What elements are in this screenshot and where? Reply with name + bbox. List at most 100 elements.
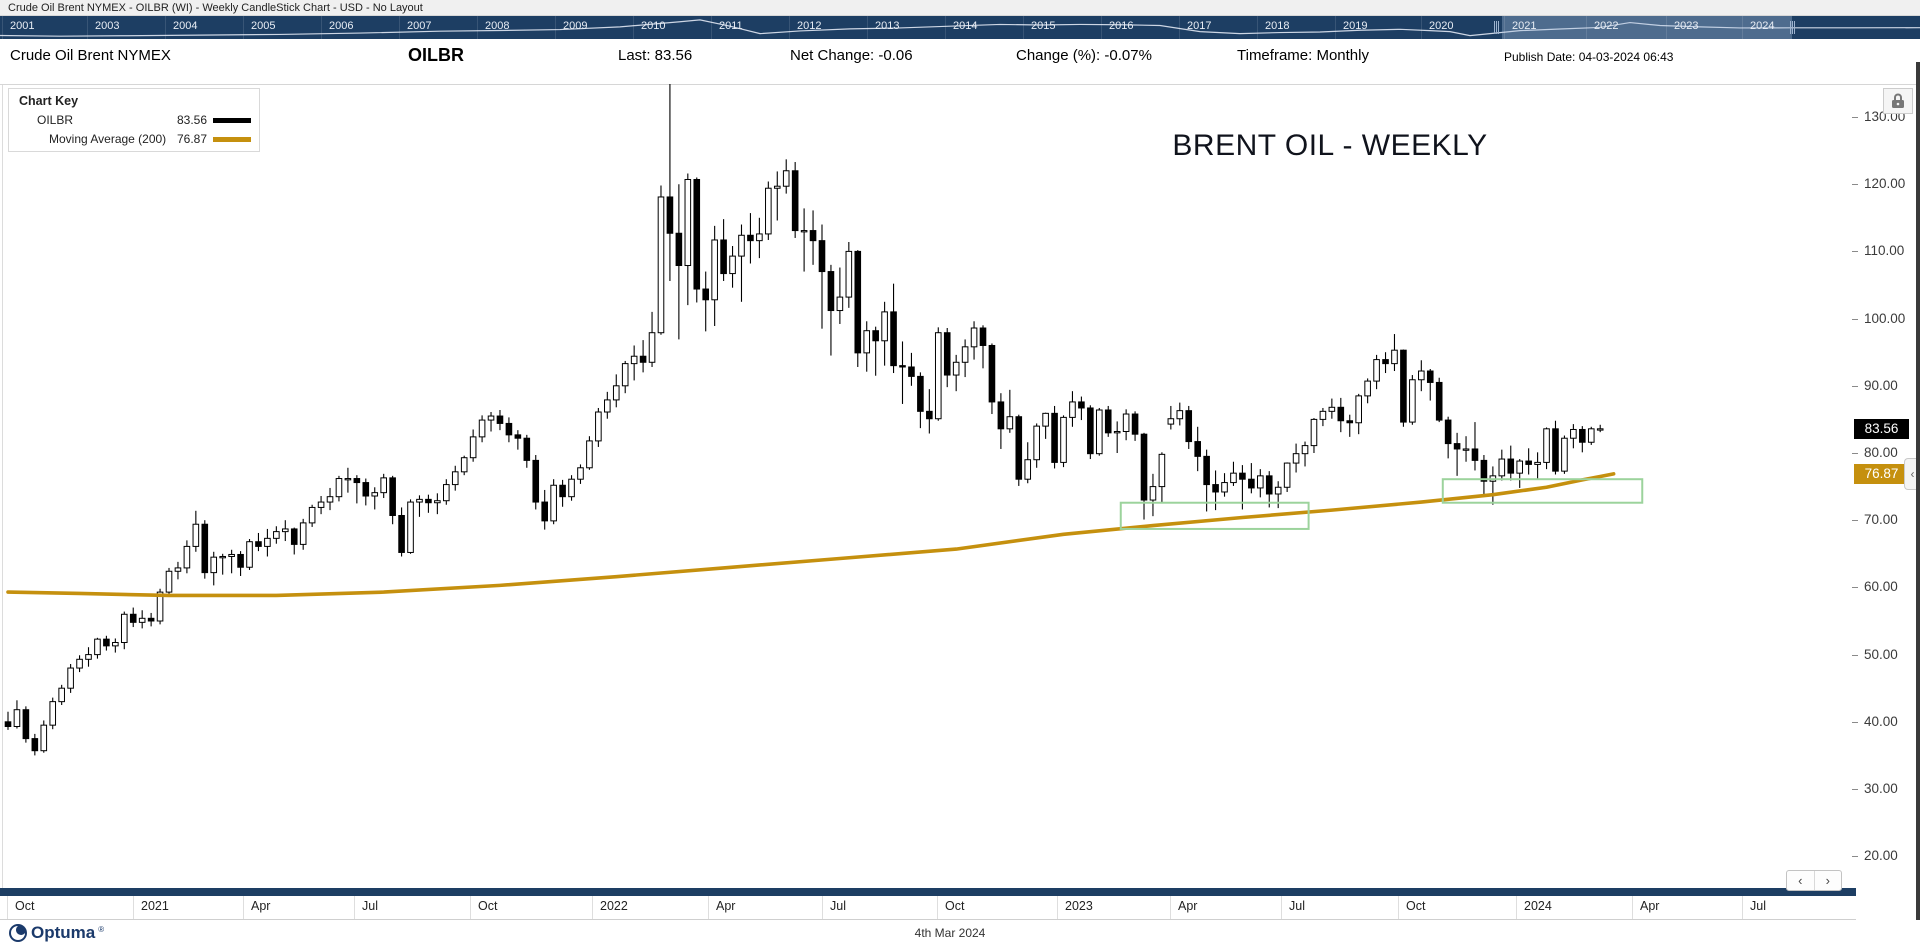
candle-body (1167, 418, 1175, 425)
x-axis-label: Jul (1289, 899, 1305, 913)
candle-body (532, 459, 540, 503)
axis-lock-button[interactable] (1883, 88, 1913, 114)
x-axis-separator (470, 896, 471, 919)
candle-body (612, 385, 620, 401)
navigator-right-handle-icon[interactable] (1790, 21, 1797, 34)
navigator-separator (1504, 16, 1505, 39)
candle-body (1069, 401, 1076, 418)
candle-body (1516, 460, 1524, 474)
candle-body (1104, 409, 1112, 434)
candle-body (1140, 433, 1148, 501)
y-axis-tick (1852, 251, 1858, 253)
navigator-year-label: 2014 (953, 20, 978, 32)
chart-key-ma-name: Moving Average (200) (49, 132, 167, 146)
candle-body (1373, 359, 1380, 382)
candle-body (711, 239, 718, 301)
candle-body (1480, 459, 1488, 482)
candle-body (1453, 443, 1461, 450)
candle-body (487, 415, 495, 421)
candle-body (523, 437, 531, 461)
navigator-separator (165, 16, 166, 39)
candle-body (1239, 472, 1246, 480)
navigator-separator (1023, 16, 1024, 39)
candle-body (684, 178, 692, 267)
chart-top-border (0, 84, 1916, 85)
y-axis-tick (1852, 385, 1858, 387)
candle-body (577, 467, 584, 480)
support-zone-box[interactable] (1441, 478, 1644, 504)
candle-body (1194, 441, 1201, 457)
candle-body (505, 422, 513, 436)
candle-body (1230, 472, 1237, 484)
scroll-left-button[interactable]: ‹ (1787, 871, 1815, 890)
chart-annotation-title: BRENT OIL - WEEKLY (1172, 129, 1488, 162)
x-axis-separator (592, 896, 593, 919)
candle-body (434, 500, 441, 504)
candle-body (496, 415, 504, 424)
candle-body (13, 709, 21, 728)
candle-body (1033, 425, 1040, 461)
candle-body (1444, 419, 1452, 445)
candle-body (1337, 406, 1345, 422)
date-range-navigator[interactable]: 2001 2003 2004 2005 2006 2007 2008 2009 2010 2011… (0, 16, 1920, 39)
candlestick-plot[interactable] (0, 84, 1855, 888)
x-axis-label: Oct (15, 899, 35, 913)
candle-body (675, 232, 683, 267)
candle-body (702, 288, 710, 301)
price-axis[interactable]: 130.00 120.00 110.00 100.00 90.00 80.00 70.00 6… (1852, 85, 1916, 888)
candle-body (4, 721, 12, 728)
y-axis-tick (1852, 856, 1858, 858)
x-axis-label: Oct (1406, 899, 1426, 913)
candle-body (586, 440, 593, 469)
optuma-logo: Optuma ® (8, 923, 104, 943)
scroll-right-button[interactable]: › (1815, 871, 1842, 890)
navigator-year-label: 2023 (1674, 20, 1699, 32)
x-axis-label: Oct (478, 899, 498, 913)
x-axis-separator (822, 896, 823, 919)
candle-body (165, 570, 173, 593)
candle-body (926, 410, 933, 420)
time-axis[interactable]: Oct 2021 Apr Jul Oct 2022 Apr Jul Oct 2023 Apr Jul O… (0, 896, 1856, 920)
navigator-year-label: 2022 (1594, 20, 1619, 32)
candle-body (1024, 459, 1032, 480)
x-axis-label: Apr (716, 899, 736, 913)
candle-body (970, 327, 978, 348)
candle-body (326, 496, 334, 503)
chevron-right-icon: › (1825, 873, 1830, 888)
navigator-selected-range[interactable] (1502, 16, 1792, 39)
x-axis-bar (0, 888, 1856, 896)
candle-body (773, 185, 781, 189)
candle-body (1346, 420, 1354, 424)
x-axis-separator (1281, 896, 1282, 919)
last-price-label: Last: 83.56 (618, 47, 693, 64)
candle-body (281, 528, 289, 533)
navigator-separator (789, 16, 790, 39)
y-axis-tick (1852, 654, 1858, 656)
moving-average-line[interactable] (6, 472, 1616, 598)
chart-key-panel: Chart Key OILBR 83.56 Moving Average (20… (8, 88, 260, 152)
x-axis-label: Jul (830, 899, 846, 913)
candle-body (1355, 395, 1362, 424)
navigator-year-label: 2003 (95, 20, 120, 32)
candle-body (800, 230, 808, 233)
y-axis-tick-label: 120.00 (1864, 176, 1906, 192)
navigator-separator (1179, 16, 1180, 39)
lock-icon (1892, 93, 1904, 108)
navigator-left-handle-icon[interactable] (1494, 21, 1501, 34)
navigator-year-label: 2015 (1031, 20, 1056, 32)
candle-body (201, 523, 209, 574)
candle-body (1042, 412, 1049, 427)
candle-body (1570, 428, 1577, 439)
candle-body (1543, 428, 1550, 463)
support-zone-box[interactable] (1119, 501, 1310, 530)
candle-body (1087, 407, 1094, 455)
candle-body (1507, 458, 1515, 474)
candle-body (1283, 462, 1291, 488)
ma-line-swatch (213, 137, 251, 142)
candle-body (120, 613, 128, 644)
x-axis-label: Apr (1640, 899, 1660, 913)
candle-body (469, 436, 477, 459)
candle-body (478, 419, 486, 438)
candle-body (1426, 370, 1434, 383)
candle-body (129, 613, 137, 623)
